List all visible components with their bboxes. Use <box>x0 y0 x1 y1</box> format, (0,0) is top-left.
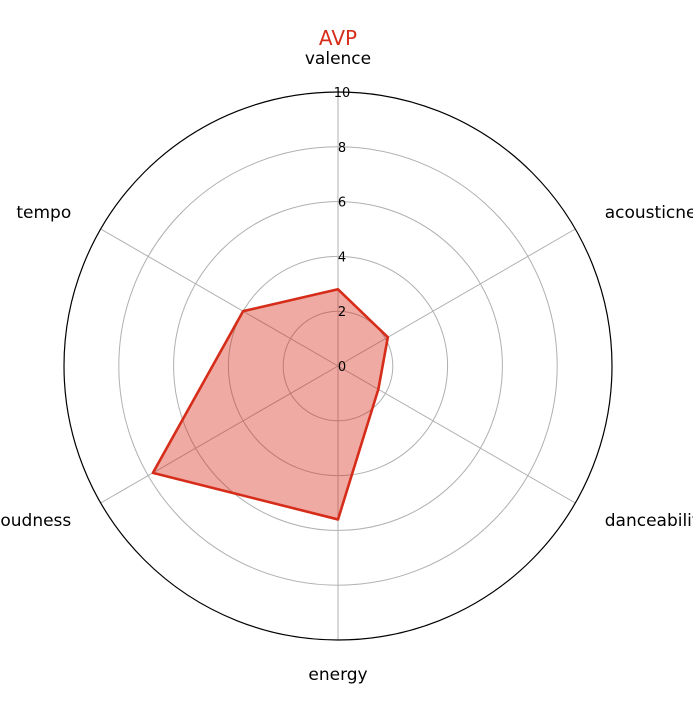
r-tick-label-10: 10 <box>334 86 351 101</box>
axis-label-danceability: danceability <box>605 511 693 531</box>
r-tick-label-0: 0 <box>338 360 346 375</box>
spoke-acousticness <box>337 228 576 367</box>
r-tick-label-8: 8 <box>338 141 346 156</box>
r-tick-label-4: 4 <box>338 250 346 265</box>
axis-label-tempo: tempo <box>16 203 71 223</box>
chart-title: AVP <box>319 26 357 50</box>
spoke-loudness <box>100 365 339 504</box>
grid-layer <box>63 91 613 641</box>
outer-frame <box>63 91 613 641</box>
series-fill-0 <box>152 289 388 520</box>
r-tick-label-2: 2 <box>338 305 346 320</box>
axis-label-loudness: loudness <box>0 511 71 531</box>
spoke-tempo <box>100 228 339 367</box>
axis-label-valence: valence <box>305 49 371 69</box>
series-layer <box>151 287 390 521</box>
label-layer: 0 2 4 6 8 10 valence acousticness danceability en… <box>0 49 693 685</box>
axis-label-acousticness: acousticness <box>605 203 693 223</box>
axis-label-energy: energy <box>308 665 367 685</box>
r-tick-label-6: 6 <box>338 196 346 211</box>
